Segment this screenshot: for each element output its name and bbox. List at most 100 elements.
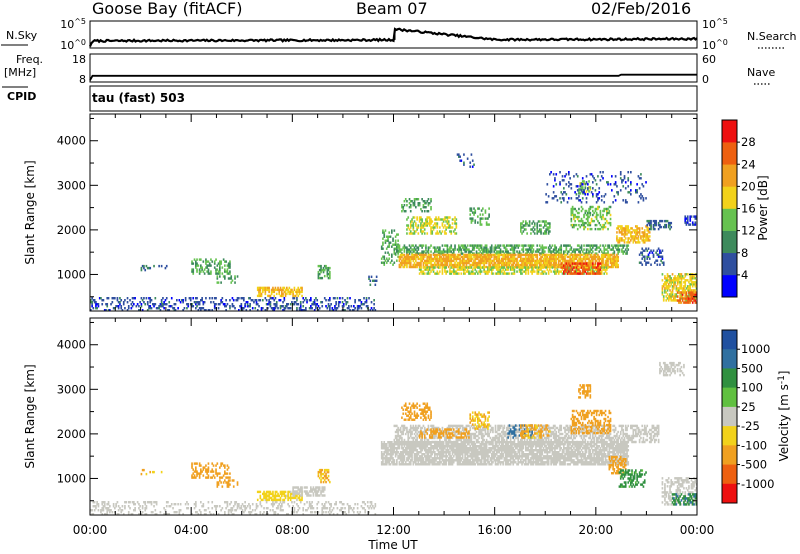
- power-cell: [451, 222, 454, 225]
- power-cell: [673, 281, 675, 284]
- power-cell: [455, 218, 458, 221]
- power-cell: [638, 261, 641, 264]
- power-cell: [420, 270, 422, 273]
- power-cell: [444, 244, 446, 247]
- power-cell: [412, 232, 415, 235]
- power-cell: [635, 189, 637, 192]
- power-cell: [430, 228, 432, 231]
- power-cell: [554, 263, 556, 267]
- power-cell: [662, 283, 665, 286]
- power-cell: [671, 273, 674, 276]
- power-cell: [655, 251, 657, 254]
- power-cell: [460, 272, 463, 275]
- power-cell: [249, 309, 251, 312]
- power-cell: [310, 297, 312, 300]
- power-cell: [616, 261, 618, 265]
- velocity-cell: [127, 513, 130, 516]
- power-cell: [640, 235, 642, 238]
- power-cell: [506, 265, 508, 269]
- power-cell: [638, 253, 641, 256]
- velocity-cell: [361, 501, 364, 504]
- power-cell: [623, 241, 626, 244]
- power-cell: [396, 248, 398, 251]
- power-cell: [522, 220, 525, 223]
- velocity-cell: [168, 505, 171, 508]
- velocity-cell: [227, 511, 230, 514]
- power-cell: [425, 202, 427, 205]
- power-cell: [587, 248, 589, 251]
- velocity-cell: [382, 443, 384, 446]
- velocity-cell: [249, 505, 251, 508]
- power-cell: [683, 297, 685, 300]
- power-cell: [542, 257, 545, 261]
- power-cell: [220, 260, 222, 263]
- power-cell: [239, 305, 241, 308]
- power-cell: [254, 299, 257, 302]
- power-cell: [506, 263, 508, 267]
- power-cell: [434, 248, 436, 251]
- power-cell: [220, 281, 222, 284]
- power-cell: [494, 266, 497, 269]
- power-cell: [574, 263, 576, 267]
- power-cell: [411, 200, 413, 203]
- power-cell: [636, 191, 638, 194]
- power-cell: [461, 263, 464, 267]
- power-cell: [575, 215, 578, 219]
- power-cell: [600, 255, 603, 259]
- power-cell: [229, 299, 231, 302]
- power-cell: [458, 246, 460, 249]
- power-cell: [556, 253, 559, 257]
- power-cell: [622, 233, 625, 236]
- velocity-cell: [207, 476, 210, 479]
- velocity-cell: [195, 511, 197, 514]
- power-cell: [241, 309, 244, 312]
- power-cell: [598, 227, 601, 231]
- power-cell: [423, 200, 426, 203]
- power-cell: [456, 153, 459, 156]
- power-cell: [600, 217, 603, 221]
- velocity-cell: [198, 462, 201, 465]
- velocity-cell: [325, 474, 327, 478]
- power-cell: [557, 253, 560, 257]
- power-cell: [421, 246, 423, 249]
- power-cell: [571, 253, 574, 257]
- power-cell: [614, 246, 617, 249]
- velocity-cell: [327, 468, 330, 472]
- velocity-cell: [307, 507, 310, 510]
- power-cell: [635, 229, 637, 232]
- power-cell: [444, 266, 446, 269]
- power-cell: [583, 227, 585, 231]
- power-cell: [589, 221, 592, 225]
- velocity-cell: [275, 501, 278, 504]
- power-cell: [670, 225, 673, 229]
- power-cell: [455, 224, 458, 227]
- velocity-cell: [263, 494, 265, 498]
- velocity-cell: [293, 496, 296, 500]
- velocity-cell: [283, 494, 286, 498]
- power-cell: [150, 307, 153, 310]
- power-cell: [447, 248, 450, 251]
- power-cell: [323, 264, 326, 268]
- power-cell: [440, 250, 442, 253]
- power-cell: [134, 297, 136, 300]
- power-cell: [579, 270, 582, 273]
- power-cell: [617, 244, 619, 247]
- power-cell: [542, 246, 545, 249]
- power-cell: [415, 252, 417, 255]
- power-cell: [532, 248, 535, 251]
- velocity-cell: [106, 507, 109, 510]
- power-cell: [666, 219, 669, 223]
- power-cell: [594, 268, 597, 271]
- power-cell: [531, 244, 533, 247]
- velocity-cell: [368, 511, 370, 514]
- power-cell: [583, 182, 585, 185]
- power-cell: [344, 299, 346, 302]
- power-cell: [675, 279, 678, 282]
- power-cell: [337, 303, 340, 306]
- power-cell: [693, 277, 695, 280]
- power-cell: [415, 253, 417, 257]
- power-cell: [490, 255, 493, 259]
- power-cell: [671, 287, 674, 290]
- power-cell: [417, 232, 420, 235]
- power-cell: [502, 261, 504, 265]
